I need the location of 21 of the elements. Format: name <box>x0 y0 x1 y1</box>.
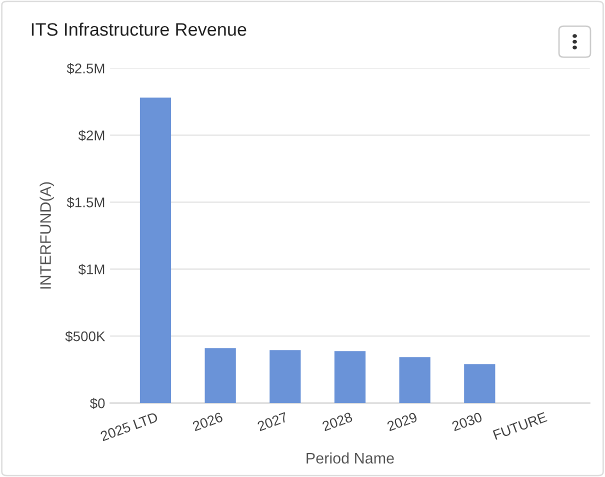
y-tick-label: $0 <box>90 398 105 410</box>
bar <box>334 351 366 404</box>
x-axis-title: Period Name <box>306 452 394 464</box>
x-tick-label: 2028 <box>322 412 353 432</box>
y-tick-label: $500K <box>65 330 106 342</box>
x-tick-label: 2026 <box>192 412 224 432</box>
x-tick-label: 2025 LTD <box>100 412 158 442</box>
bar <box>204 348 236 404</box>
bar <box>270 350 301 404</box>
y-tick-label: $2.5M <box>66 62 104 74</box>
x-tick-label: 2029 <box>386 412 418 432</box>
bar <box>464 364 496 404</box>
y-tick-label: $2M <box>78 130 104 142</box>
x-tick-label: 2027 <box>256 412 288 432</box>
bar <box>140 98 172 404</box>
bar <box>399 357 430 404</box>
x-tick-label: 2030 <box>451 412 483 432</box>
y-tick-label: $1.5M <box>66 196 104 208</box>
y-axis-title: INTERFUND(A) <box>40 182 54 289</box>
chart-title: ITS Infrastructure Revenue <box>32 22 246 36</box>
y-tick-label: $1M <box>78 264 104 276</box>
